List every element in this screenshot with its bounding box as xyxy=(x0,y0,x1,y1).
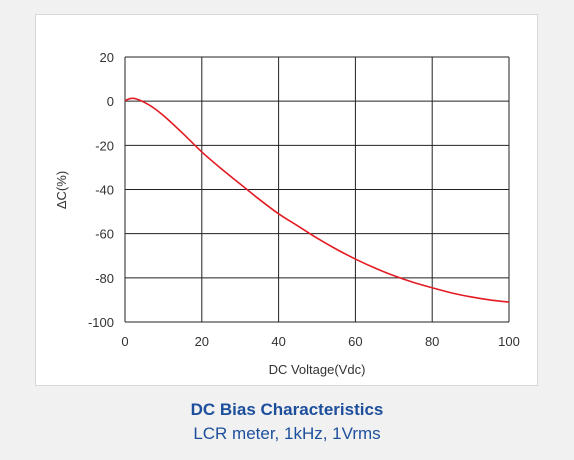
x-axis-label: DC Voltage(Vdc) xyxy=(269,362,366,377)
series-line xyxy=(124,97,510,303)
x-axis-ticks: 0 20 40 60 80 100 xyxy=(121,334,519,349)
x-tick-label: 40 xyxy=(271,334,285,349)
x-tick-label: 80 xyxy=(425,334,439,349)
grid-lines xyxy=(124,56,510,323)
y-tick-label: -80 xyxy=(95,271,114,286)
y-tick-label: 20 xyxy=(100,50,114,65)
chart-panel xyxy=(35,14,538,386)
y-tick-label: -100 xyxy=(88,315,114,330)
caption-subtitle: LCR meter, 1kHz, 1Vrms xyxy=(193,424,381,443)
y-axis-ticks: 20 0 -20 -40 -60 -80 -100 xyxy=(88,50,114,330)
caption-title: DC Bias Characteristics xyxy=(190,400,384,419)
y-axis-label: ΔC(%) xyxy=(54,171,69,209)
x-tick-label: 0 xyxy=(121,334,128,349)
y-tick-label: -20 xyxy=(95,138,114,153)
x-tick-label: 100 xyxy=(498,334,520,349)
y-tick-label: -60 xyxy=(95,227,114,242)
y-tick-label: 0 xyxy=(107,94,114,109)
x-tick-label: 60 xyxy=(348,334,362,349)
y-tick-label: -40 xyxy=(95,183,114,198)
x-tick-label: 20 xyxy=(195,334,209,349)
